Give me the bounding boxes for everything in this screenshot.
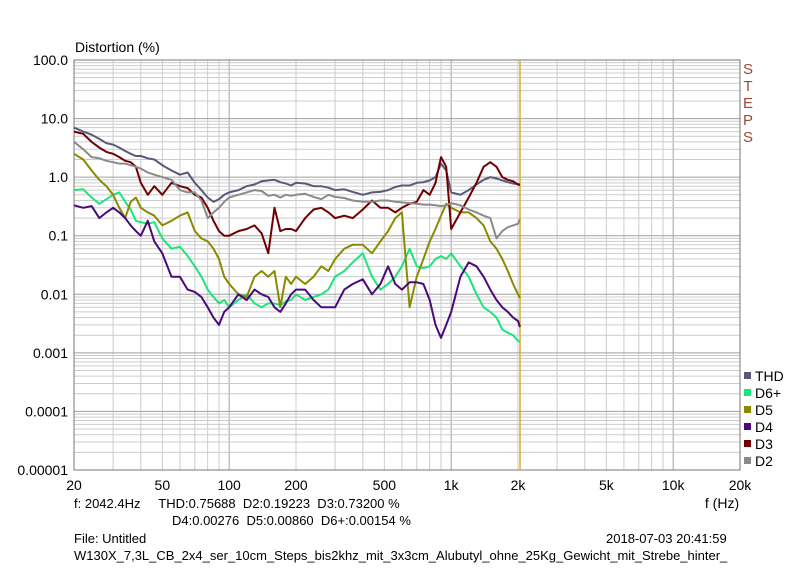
plot-frame <box>73 59 741 471</box>
x-tick-label: 1k <box>444 477 460 493</box>
brand-letter: T <box>743 78 752 95</box>
y-tick-label: 0.00001 <box>17 462 68 478</box>
series-line-d3 <box>73 130 521 255</box>
chart-title: Distortion (%) <box>75 39 160 55</box>
legend-label: D5 <box>755 402 773 418</box>
brand-letter: P <box>743 112 753 129</box>
cursor-readout-line-2: D4:0.00276 D5:0.00860 D6+:0.00154 % <box>172 513 411 528</box>
legend-swatch <box>744 440 751 447</box>
y-tick-label: 0.1 <box>49 228 69 244</box>
y-tick-label: 0.01 <box>41 286 68 302</box>
measurement-filename: W130X_7,3L_CB_2x4_ser_10cm_Steps_bis2khz… <box>74 548 728 563</box>
timestamp: 2018-07-03 20:41:59 <box>606 531 727 546</box>
legend-swatch <box>744 457 751 464</box>
series-line-thd <box>73 126 520 203</box>
x-tick-label: 20k <box>729 477 753 493</box>
x-tick-label: 10k <box>662 477 686 493</box>
legend-swatch <box>744 389 751 396</box>
y-tick-label: 0.001 <box>33 345 68 361</box>
x-tick-label: 100 <box>217 477 241 493</box>
legend-swatch <box>744 406 751 413</box>
y-tick-label: 0.0001 <box>25 403 68 419</box>
x-tick-label: 20 <box>66 477 82 493</box>
cursor-readout-line-1: f: 2042.4Hz THD:0.75688 D2:0.19223 D3:0.… <box>74 496 400 511</box>
x-axis-label: f (Hz) <box>705 495 739 511</box>
brand-letter: S <box>743 129 753 146</box>
x-tick-label: 500 <box>373 477 397 493</box>
legend-label: D6+ <box>755 385 781 401</box>
legend-swatch <box>744 423 751 430</box>
series-line-d2 <box>73 141 521 240</box>
legend-swatch <box>744 372 751 379</box>
legend-label: D2 <box>755 453 773 469</box>
x-tick-label: 2k <box>511 477 527 493</box>
x-tick-label: 50 <box>155 477 171 493</box>
y-tick-label: 10.0 <box>41 111 68 127</box>
series-line-d5 <box>73 152 521 309</box>
file-label: File: Untitled <box>74 531 147 546</box>
x-tick-label: 5k <box>599 477 615 493</box>
legend-label: D4 <box>755 419 773 435</box>
x-tick-label: 200 <box>284 477 308 493</box>
legend-label: THD <box>755 368 784 384</box>
y-tick-label: 1.0 <box>49 169 69 185</box>
brand-letter: S <box>743 61 753 78</box>
brand-letter: E <box>743 95 753 112</box>
series-line-d4 <box>73 204 521 339</box>
y-tick-label: 100.0 <box>33 52 68 68</box>
legend-label: D3 <box>755 436 773 452</box>
